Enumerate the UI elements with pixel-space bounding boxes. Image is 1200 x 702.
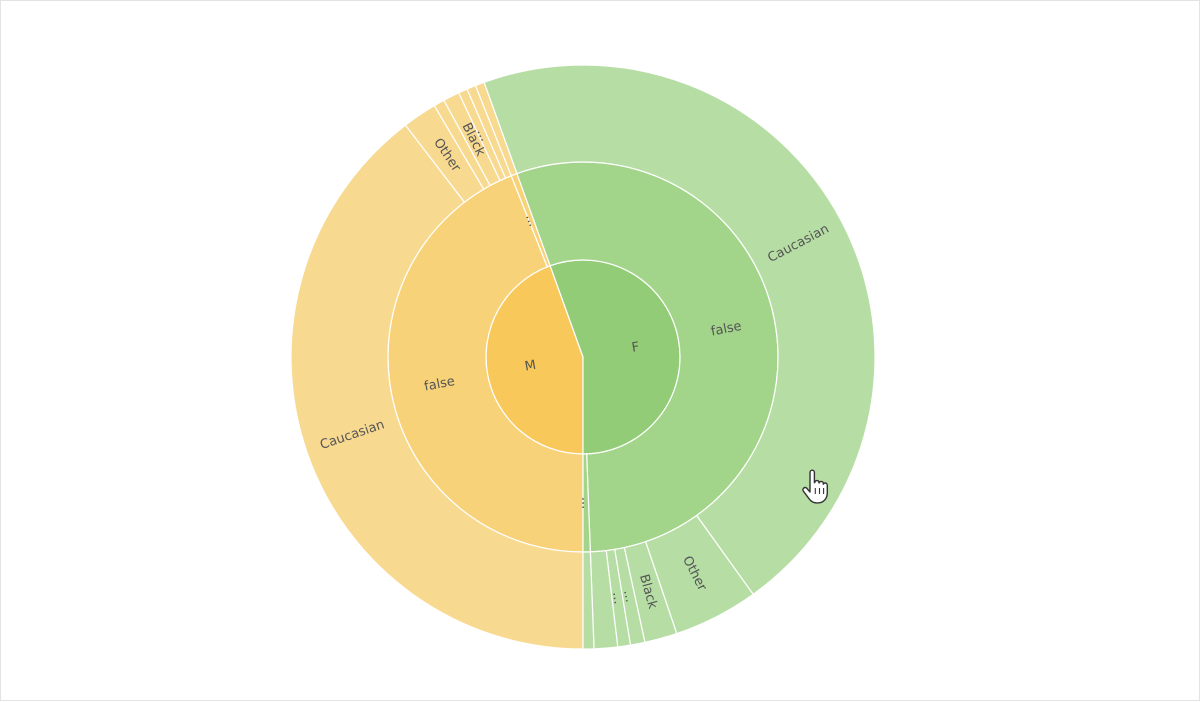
- sunburst-segments[interactable]: [290, 64, 876, 650]
- label-f-1-false-0-more-3: ...: [620, 589, 637, 604]
- segment-f-1-more-1-unlabeled-0[interactable]: [582, 551, 595, 650]
- segment-m-0-false-0-caucasian-0[interactable]: [290, 124, 584, 650]
- label-m-0-false-0-more-4: ...: [473, 126, 492, 143]
- label-m-0-false-0: false: [423, 374, 456, 395]
- hand-pointer-icon: [802, 469, 828, 504]
- segment-f-1-false-0-caucasian-0[interactable]: [483, 64, 876, 596]
- label-f-1-false-0-more-4: ...: [609, 591, 626, 605]
- label-m-0: M: [524, 358, 538, 375]
- label-f-1: F: [631, 340, 641, 356]
- label-m-0-more-1: ...: [522, 212, 540, 229]
- label-f-1-more-1: ...: [578, 497, 593, 510]
- label-f-1-false-0: false: [710, 319, 743, 340]
